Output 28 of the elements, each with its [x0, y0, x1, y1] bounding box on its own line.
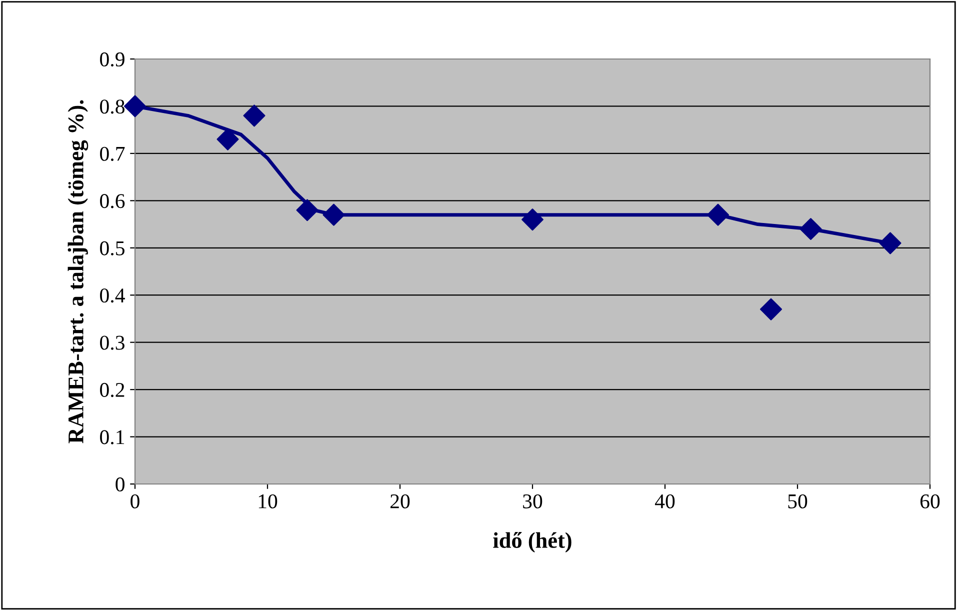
point: [296, 199, 318, 222]
y-tick-label: 0.4: [100, 288, 125, 303]
y-tick-label: 0.1: [100, 430, 124, 444]
x-tick-label: 50: [788, 494, 808, 508]
y-tick-label: 0.9: [100, 52, 124, 67]
point: [800, 218, 822, 240]
y-tick-label: 0.7: [100, 146, 125, 161]
y-axis-title: RAMEB-tart. a talajban (tömeg %).: [68, 100, 88, 444]
point: [707, 204, 729, 226]
point: [124, 95, 146, 118]
y-tick-label: 0.5: [100, 241, 124, 256]
y-tick-label: 0.3: [100, 336, 124, 350]
x-axis-title: idő (hét): [493, 532, 572, 552]
y-tick-label: 0.2: [100, 382, 124, 398]
point: [243, 104, 266, 127]
point: [760, 298, 782, 320]
x-tick-label: 60: [920, 494, 940, 508]
point: [879, 232, 902, 254]
x-tick-label: 30: [523, 494, 542, 508]
y-tick-label: 0.6: [100, 194, 125, 208]
y-tick-label: 0.8: [100, 100, 124, 114]
point: [522, 208, 544, 231]
x-tick-label: 20: [390, 494, 410, 508]
x-tick-label: 10: [258, 494, 278, 508]
point: [322, 204, 345, 226]
y-tick-label: 0: [116, 477, 124, 492]
x-tick-label: 40: [654, 494, 675, 508]
x-tick-label: 0: [130, 494, 140, 508]
